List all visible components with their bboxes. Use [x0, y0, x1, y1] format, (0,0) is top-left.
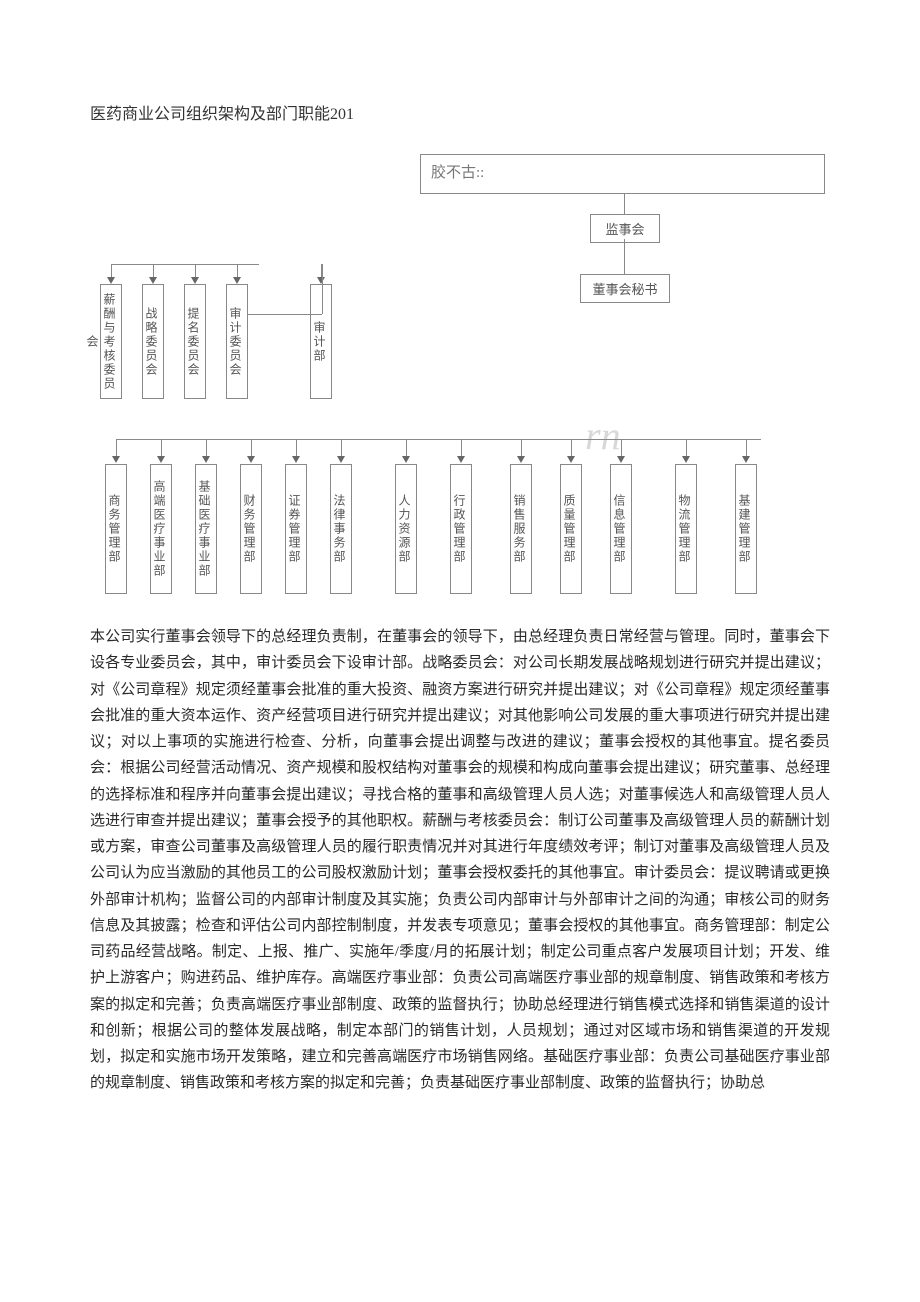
supervisor-box: 监事会	[590, 214, 660, 243]
arrow-icon	[457, 456, 465, 463]
arrow-icon	[317, 277, 325, 284]
connector	[621, 439, 622, 457]
connector	[624, 239, 625, 274]
arrow-icon	[617, 456, 625, 463]
committee-box: 战略委员会	[142, 284, 164, 399]
arrow-icon	[202, 456, 210, 463]
connector	[624, 194, 625, 214]
arrow-icon	[112, 456, 120, 463]
arrow-icon	[191, 277, 199, 284]
committee-box: 提名委员会	[184, 284, 206, 399]
department-box: 质量管理部	[560, 464, 582, 594]
arrow-icon	[567, 456, 575, 463]
department-box: 基础医疗事业部	[195, 464, 217, 594]
connector	[686, 439, 687, 457]
top-box: 胶不古::	[420, 154, 825, 194]
page-title: 医药商业公司组织架构及部门职能201	[90, 100, 830, 124]
connector	[746, 439, 747, 457]
department-box: 基建管理部	[735, 464, 757, 594]
committee-box: 薪酬与考核委员会	[100, 284, 122, 399]
connector	[153, 264, 154, 278]
connector	[296, 439, 297, 457]
connector	[521, 439, 522, 457]
arrow-icon	[517, 456, 525, 463]
department-box: 销售服务部	[510, 464, 532, 594]
committee-box: 审计部	[310, 284, 332, 399]
connector	[571, 439, 572, 457]
connector	[195, 264, 196, 278]
department-box: 财务管理部	[240, 464, 262, 594]
department-box: 证券管理部	[285, 464, 307, 594]
connector	[111, 264, 112, 278]
connector	[206, 439, 207, 457]
connector	[161, 439, 162, 457]
connector	[461, 439, 462, 457]
department-box: 商务管理部	[105, 464, 127, 594]
arrow-icon	[292, 456, 300, 463]
department-box: 高端医疗事业部	[150, 464, 172, 594]
department-box: 法律事务部	[330, 464, 352, 594]
department-box: 行政管理部	[450, 464, 472, 594]
arrow-icon	[247, 456, 255, 463]
arrow-icon	[682, 456, 690, 463]
committee-box: 审计委员会	[226, 284, 248, 399]
department-box: 物流管理部	[675, 464, 697, 594]
org-chart: 胶不古:: 监事会 董事会秘书 rn 薪酬与考核委员会战略委员会提名委员会审计委…	[90, 154, 830, 604]
connector	[341, 439, 342, 457]
connector	[116, 439, 117, 457]
connector	[237, 264, 238, 278]
connector	[248, 314, 322, 315]
body-paragraph: 本公司实行董事会领导下的总经理负责制，在董事会的领导下，由总经理负责日常经营与管…	[90, 624, 830, 1097]
connector	[322, 264, 323, 314]
connector	[116, 439, 761, 440]
arrow-icon	[157, 456, 165, 463]
arrow-icon	[107, 277, 115, 284]
arrow-icon	[337, 456, 345, 463]
watermark: rn	[585, 412, 621, 459]
department-box: 人力资源部	[395, 464, 417, 594]
arrow-icon	[233, 277, 241, 284]
arrow-icon	[402, 456, 410, 463]
arrow-icon	[149, 277, 157, 284]
connector	[406, 439, 407, 457]
secretary-box: 董事会秘书	[580, 274, 670, 303]
arrow-icon	[742, 456, 750, 463]
department-box: 信息管理部	[610, 464, 632, 594]
connector	[251, 439, 252, 457]
